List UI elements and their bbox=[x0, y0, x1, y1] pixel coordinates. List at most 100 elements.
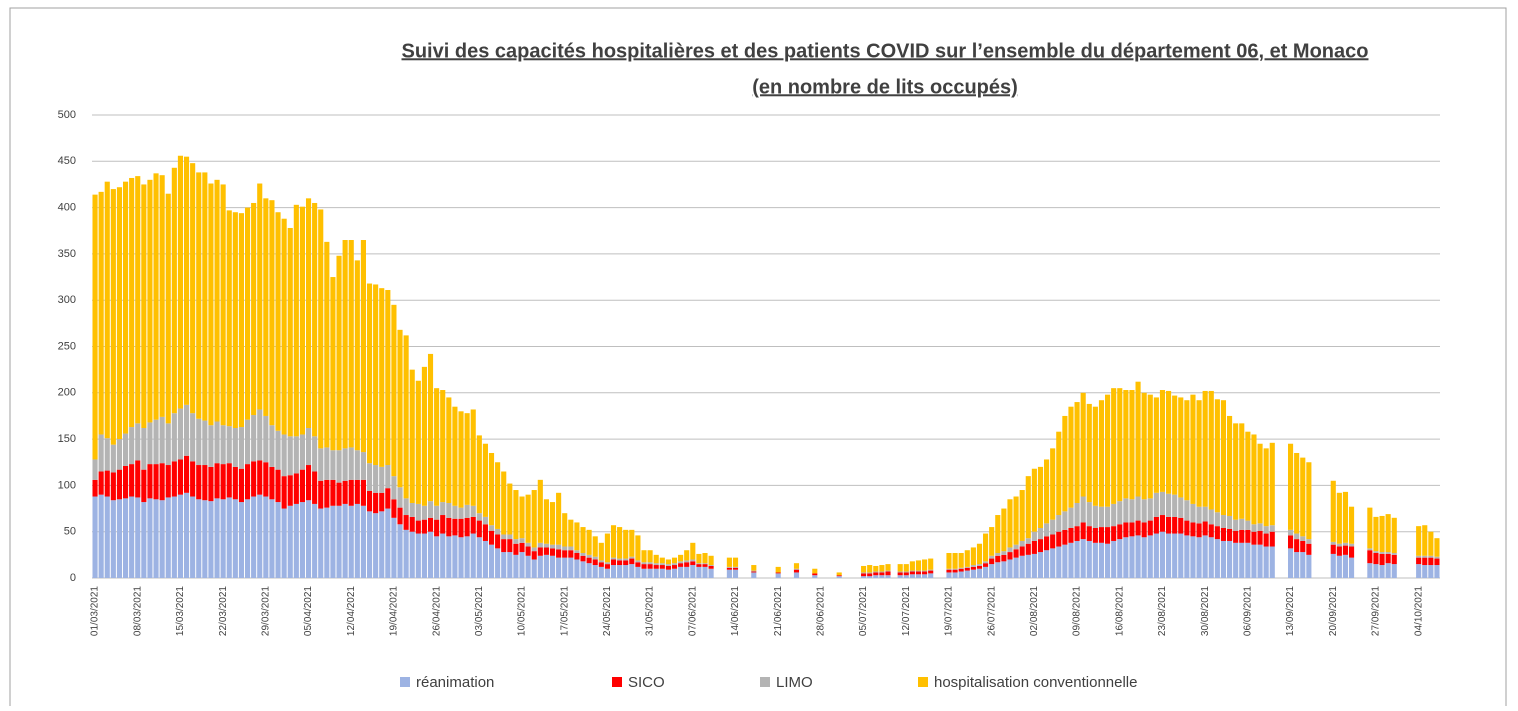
bar-segment bbox=[574, 559, 580, 578]
bar-segment bbox=[348, 479, 354, 506]
bar-segment bbox=[324, 479, 330, 508]
bar-segment bbox=[678, 563, 684, 567]
bar-segment bbox=[299, 502, 305, 578]
x-tick-label: 30/08/2021 bbox=[1200, 586, 1211, 636]
bar-segment bbox=[1434, 538, 1440, 557]
bar-segment bbox=[232, 427, 238, 467]
bar-segment bbox=[110, 472, 116, 501]
bar-segment bbox=[421, 533, 427, 578]
bar-segment bbox=[653, 568, 659, 578]
bar-segment bbox=[1129, 499, 1135, 523]
bar-segment bbox=[623, 558, 629, 561]
bar-segment bbox=[659, 565, 665, 569]
bar-segment bbox=[610, 559, 617, 566]
bar-segment bbox=[1257, 544, 1263, 578]
bar-segment bbox=[165, 423, 171, 466]
bar-segment bbox=[275, 469, 281, 503]
bar-segment bbox=[257, 460, 263, 495]
bar-segment bbox=[1153, 397, 1159, 493]
bar-segment bbox=[537, 547, 543, 556]
bar-segment bbox=[958, 568, 964, 572]
bar-segment bbox=[531, 559, 537, 578]
bar-segment bbox=[1373, 552, 1379, 565]
bar-segment bbox=[1050, 534, 1056, 549]
bar-segment bbox=[1117, 539, 1123, 578]
bar-segment bbox=[141, 427, 147, 470]
bar-segment bbox=[903, 572, 909, 576]
bar-segment bbox=[1373, 516, 1379, 552]
bar-segment bbox=[116, 469, 123, 500]
bar-segment bbox=[1367, 507, 1373, 549]
bar-segment bbox=[1098, 506, 1105, 528]
bar-segment bbox=[775, 566, 781, 573]
bar-segment bbox=[360, 479, 366, 506]
bar-segment bbox=[1062, 529, 1068, 545]
bar-segment bbox=[244, 419, 251, 465]
bar-segment bbox=[1202, 521, 1208, 536]
bar-segment bbox=[928, 558, 934, 570]
bar-segment bbox=[342, 480, 348, 504]
bar-segment bbox=[293, 473, 299, 504]
bar-segment bbox=[525, 494, 531, 543]
bar-segment bbox=[427, 501, 434, 518]
bar-segment bbox=[318, 480, 324, 509]
bar-segment bbox=[1269, 531, 1275, 547]
bar-segment bbox=[1367, 548, 1373, 551]
bar-segment bbox=[434, 388, 440, 506]
x-tick-label: 29/03/2021 bbox=[260, 586, 271, 636]
bar-segment bbox=[1214, 539, 1220, 578]
bar-segment bbox=[1227, 528, 1233, 541]
bar-segment bbox=[409, 369, 415, 503]
bar-segment bbox=[305, 500, 312, 578]
bar-segment bbox=[1220, 527, 1227, 541]
bar-segment bbox=[1428, 555, 1434, 558]
bar-segment bbox=[989, 564, 995, 578]
bar-segment bbox=[183, 156, 190, 405]
bar-segment bbox=[1172, 395, 1178, 495]
bar-segment bbox=[104, 438, 110, 471]
bar-segment bbox=[507, 552, 513, 578]
bar-segment bbox=[147, 498, 153, 578]
bar-segment bbox=[220, 425, 226, 465]
bar-segment bbox=[1123, 522, 1129, 538]
bar-segment bbox=[1214, 512, 1220, 527]
bar-segment bbox=[330, 505, 336, 578]
bar-segment bbox=[1184, 400, 1190, 501]
bar-segment bbox=[202, 172, 208, 421]
bar-segment bbox=[556, 544, 562, 550]
bar-segment bbox=[1153, 533, 1159, 578]
bar-segment bbox=[684, 560, 690, 563]
bar-segment bbox=[488, 525, 495, 531]
bar-segment bbox=[159, 500, 165, 578]
bar-segment bbox=[812, 575, 818, 578]
bar-segment bbox=[946, 568, 952, 570]
bar-segment bbox=[434, 536, 440, 578]
bar-segment bbox=[495, 534, 501, 549]
bar-segment bbox=[153, 419, 159, 465]
bar-segment bbox=[678, 554, 684, 562]
bar-segment bbox=[629, 529, 635, 557]
bar-segment bbox=[1019, 540, 1025, 547]
bar-segment bbox=[1220, 400, 1227, 516]
bar-segment bbox=[1379, 515, 1385, 553]
bar-segment bbox=[1373, 551, 1379, 553]
bar-segment bbox=[421, 366, 427, 506]
bar-segment bbox=[153, 464, 159, 500]
bar-segment bbox=[647, 568, 653, 578]
bar-segment bbox=[98, 471, 104, 495]
bar-segment bbox=[1001, 508, 1007, 552]
bar-segment bbox=[421, 519, 427, 534]
chart-title: Suivi des capacités hospitalières et des… bbox=[402, 40, 1369, 62]
bar-segment bbox=[1092, 406, 1098, 506]
x-tick-label: 15/03/2021 bbox=[175, 586, 186, 636]
bar-segment bbox=[873, 572, 879, 576]
bar-segment bbox=[732, 567, 739, 570]
bar-segment bbox=[1013, 549, 1019, 558]
bar-segment bbox=[165, 465, 171, 498]
bar-segment bbox=[1147, 394, 1153, 499]
bar-segment bbox=[568, 550, 574, 558]
bar-segment bbox=[476, 435, 482, 514]
bar-segment bbox=[293, 204, 299, 437]
legend-marker bbox=[760, 677, 770, 687]
bar-segment bbox=[434, 505, 440, 520]
